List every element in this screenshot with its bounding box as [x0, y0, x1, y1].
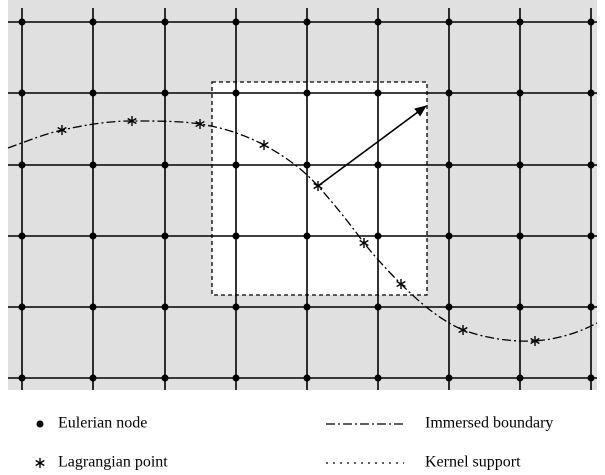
star-stroke: [396, 280, 406, 288]
legend-dot: [36, 420, 44, 428]
eulerian-node: [161, 89, 169, 97]
arrow: [317, 105, 427, 187]
grid: [8, 8, 597, 390]
eulerian-node: [374, 303, 382, 311]
eulerian-node: [232, 18, 240, 26]
eulerian-node: [587, 161, 595, 169]
kernel-region: [212, 82, 427, 295]
eulerian-node: [445, 89, 453, 97]
eulerian-node: [161, 303, 169, 311]
star-stroke: [127, 117, 137, 125]
eulerian-node: [303, 232, 311, 240]
eulerian-node: [445, 374, 453, 382]
eulerian-node: [161, 374, 169, 382]
lagrangian-points: [57, 116, 540, 346]
eulerian-node: [18, 161, 26, 169]
eulerian-node: [232, 161, 240, 169]
legend-label: Kernel support: [425, 454, 521, 471]
eulerian-node: [18, 89, 26, 97]
eulerian-node: [18, 374, 26, 382]
eulerian-node: [374, 18, 382, 26]
eulerian-node: [445, 232, 453, 240]
eulerian-node: [232, 303, 240, 311]
eulerian-node: [89, 161, 97, 169]
eulerian-node: [89, 303, 97, 311]
eulerian-node: [18, 18, 26, 26]
star-stroke: [195, 120, 205, 128]
eulerian-node: [445, 18, 453, 26]
eulerian-node: [303, 303, 311, 311]
eulerian-node: [374, 161, 382, 169]
eulerian-node: [303, 18, 311, 26]
star-stroke: [313, 182, 323, 190]
star-stroke: [530, 337, 540, 345]
eulerian-node: [161, 161, 169, 169]
eulerian-node: [374, 232, 382, 240]
eulerian-node: [303, 89, 311, 97]
eulerian-node: [374, 374, 382, 382]
eulerian-node: [161, 18, 169, 26]
eulerian-node: [232, 232, 240, 240]
eulerian-node: [232, 89, 240, 97]
star-stroke: [359, 239, 369, 247]
eulerian-node: [89, 374, 97, 382]
eulerian-node: [516, 232, 524, 240]
eulerian-node: [587, 18, 595, 26]
kernel-support-border: [211, 81, 428, 296]
eulerian-node: [303, 161, 311, 169]
legend-label: Eulerian node: [58, 415, 147, 432]
eulerian-node: [516, 374, 524, 382]
eulerian-node: [232, 374, 240, 382]
legend-star: [35, 458, 45, 468]
eulerian-node: [587, 232, 595, 240]
eulerian-node: [18, 232, 26, 240]
star-stroke: [259, 141, 269, 149]
eulerian-node: [516, 89, 524, 97]
eulerian-node: [18, 303, 26, 311]
eulerian-node: [445, 303, 453, 311]
eulerian-node: [89, 18, 97, 26]
eulerian-node: [89, 89, 97, 97]
eulerian-node: [516, 303, 524, 311]
eulerian-node: [445, 161, 453, 169]
legend-label: Immersed boundary: [425, 415, 553, 432]
legend-label: Lagrangian point: [58, 454, 168, 471]
eulerian-node: [303, 374, 311, 382]
star-stroke: [57, 126, 67, 134]
eulerian-node: [516, 18, 524, 26]
star-stroke: [458, 326, 468, 334]
eulerian-node: [374, 89, 382, 97]
star-stroke: [35, 459, 45, 467]
eulerian-node: [587, 89, 595, 97]
eulerian-node: [89, 232, 97, 240]
eulerian-node: [161, 232, 169, 240]
eulerian-node: [516, 161, 524, 169]
eulerian-node: [587, 303, 595, 311]
eulerian-node: [587, 374, 595, 382]
